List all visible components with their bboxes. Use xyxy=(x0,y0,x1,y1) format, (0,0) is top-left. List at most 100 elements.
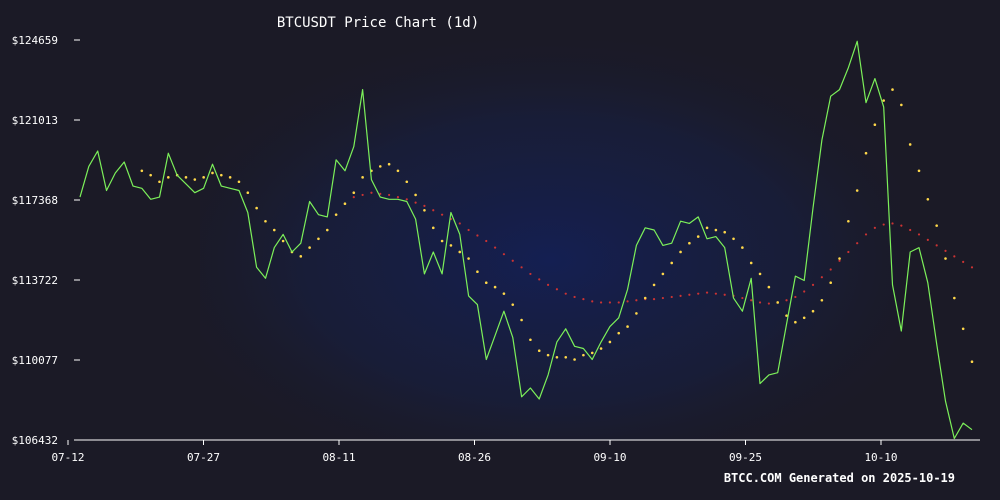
ma-short-point xyxy=(820,298,824,302)
ma-short-point xyxy=(617,331,621,335)
x-tick-label: 07-12 xyxy=(51,451,84,464)
ma-long-point xyxy=(679,294,682,297)
ma-short-point xyxy=(502,292,506,295)
ma-long-point xyxy=(705,291,709,294)
ma-long-point xyxy=(953,255,956,258)
ma-long-point xyxy=(440,213,444,216)
ma-long-point xyxy=(546,283,550,286)
ma-long-point xyxy=(396,196,400,199)
ma-short-point xyxy=(423,208,426,212)
ma-short-point xyxy=(158,180,161,184)
ma-long-point xyxy=(811,283,815,286)
ma-long-point xyxy=(785,299,788,302)
ma-short-point xyxy=(741,246,744,249)
ma-short-point xyxy=(864,151,868,155)
ma-short-point xyxy=(299,255,303,258)
ma-short-point xyxy=(352,191,356,195)
ma-long-point xyxy=(688,293,691,296)
ma-short-point xyxy=(679,250,682,254)
ma-short-point xyxy=(405,180,409,184)
x-tick-label: 08-26 xyxy=(458,451,491,464)
ma-short-point xyxy=(476,270,479,274)
plot-glow xyxy=(200,40,900,440)
ma-long-point xyxy=(485,239,488,243)
ma-short-point xyxy=(935,224,938,227)
ma-short-point xyxy=(184,176,188,179)
x-tick-label: 09-10 xyxy=(593,451,626,464)
ma-long-point xyxy=(591,300,594,303)
ma-short-point xyxy=(431,226,435,230)
ma-long-point xyxy=(529,272,532,276)
ma-short-point xyxy=(220,173,223,177)
ma-short-point xyxy=(520,318,523,322)
ma-short-point xyxy=(264,219,267,223)
ma-short-point xyxy=(255,206,258,210)
ma-long-point xyxy=(829,268,832,271)
ma-long-point xyxy=(909,228,912,232)
ma-long-point xyxy=(432,209,435,212)
price-line xyxy=(79,40,973,440)
ma-long-point xyxy=(767,302,770,305)
ma-long-point xyxy=(582,298,585,301)
ma-short-point xyxy=(555,356,559,359)
ma-short-point xyxy=(732,237,735,241)
ma-short-point xyxy=(140,169,144,173)
ma-long-point xyxy=(599,301,603,304)
ma-long-point xyxy=(944,249,947,252)
ma-short-point xyxy=(308,246,311,249)
ma-short-point xyxy=(211,171,214,175)
ma-short-point xyxy=(511,303,515,306)
ma-short-point xyxy=(953,296,956,300)
ma-long-point xyxy=(608,301,612,304)
ma-short-point xyxy=(396,169,400,173)
ma-long-point xyxy=(670,295,673,299)
ma-short-point xyxy=(378,165,382,168)
ma-long-point xyxy=(361,193,364,197)
ma-short-point xyxy=(564,356,568,359)
y-tick-label: $124659 xyxy=(12,34,58,47)
ma-short-point xyxy=(767,285,771,289)
ma-short-point xyxy=(688,241,691,245)
ma-long-point xyxy=(555,288,559,291)
ma-short-point xyxy=(696,235,700,238)
ma-short-point xyxy=(343,202,347,205)
ma-long-point xyxy=(864,233,868,236)
ma-short-point xyxy=(414,193,417,197)
ma-long-point xyxy=(458,222,461,225)
ma-short-point xyxy=(829,281,832,284)
ma-short-point xyxy=(237,180,241,184)
ma-short-point xyxy=(228,176,232,179)
ma-short-point xyxy=(635,312,638,315)
ma-long-point xyxy=(970,266,974,269)
ma-long-point xyxy=(750,299,753,302)
y-tick-label: $110077 xyxy=(12,354,58,367)
ma-long-point xyxy=(520,266,523,269)
ma-long-point xyxy=(794,295,797,299)
ma-long-point xyxy=(661,296,664,300)
ma-long-point xyxy=(935,244,938,247)
ma-long-point xyxy=(467,228,470,232)
ma-long-point xyxy=(511,259,514,262)
ma-long-point xyxy=(882,223,885,226)
ma-short-point xyxy=(961,327,965,331)
ma-short-point xyxy=(573,358,576,361)
axes: $106432 $110077 $113722 $117368 $121013 $1246… xyxy=(12,34,980,464)
ma-short-point xyxy=(785,314,788,317)
ma-short-point xyxy=(847,219,850,223)
ma-short-point xyxy=(484,281,488,284)
ma-short-point xyxy=(891,88,894,91)
ma-short-point xyxy=(529,338,532,342)
ma-short-point xyxy=(802,316,806,320)
ma-long-point xyxy=(493,246,497,249)
ma-short-point xyxy=(582,353,585,357)
ma-short-point xyxy=(661,272,665,276)
ma-long-point xyxy=(388,193,391,197)
ma-short-point xyxy=(458,250,462,254)
ma-short-point xyxy=(643,296,647,300)
ma-short-point xyxy=(670,261,674,265)
ma-short-point xyxy=(193,178,197,181)
ma-short-point xyxy=(794,320,797,324)
y-tick-label: $113722 xyxy=(12,274,58,287)
ma-short-point xyxy=(440,239,444,243)
ma-short-point xyxy=(599,347,603,350)
